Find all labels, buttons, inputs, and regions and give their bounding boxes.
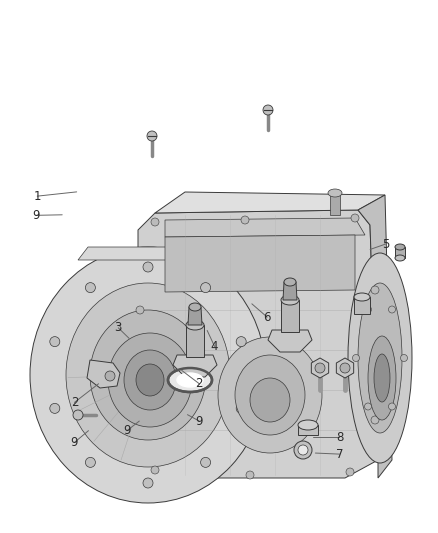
Circle shape: [151, 218, 159, 226]
Ellipse shape: [250, 378, 290, 422]
Ellipse shape: [358, 283, 402, 433]
Ellipse shape: [218, 337, 322, 453]
Circle shape: [147, 131, 157, 141]
Circle shape: [143, 262, 153, 272]
Ellipse shape: [328, 189, 342, 197]
Polygon shape: [330, 195, 340, 215]
Ellipse shape: [108, 333, 192, 427]
Circle shape: [246, 471, 254, 479]
Text: 6: 6: [263, 311, 271, 324]
Ellipse shape: [395, 255, 405, 261]
Polygon shape: [138, 210, 378, 478]
Ellipse shape: [124, 350, 176, 410]
Ellipse shape: [395, 244, 405, 250]
Circle shape: [364, 403, 371, 410]
Circle shape: [201, 457, 211, 467]
Polygon shape: [87, 360, 120, 388]
Polygon shape: [268, 330, 312, 352]
Circle shape: [400, 354, 407, 361]
Text: 1: 1: [33, 190, 41, 203]
Circle shape: [351, 214, 359, 222]
Ellipse shape: [189, 303, 201, 311]
Ellipse shape: [235, 355, 305, 435]
Ellipse shape: [354, 293, 370, 301]
Text: 2: 2: [195, 377, 203, 390]
Text: 7: 7: [336, 448, 343, 461]
Ellipse shape: [368, 336, 396, 420]
Polygon shape: [78, 247, 218, 260]
Circle shape: [340, 363, 350, 373]
Circle shape: [241, 216, 249, 224]
Circle shape: [73, 410, 83, 420]
Circle shape: [105, 371, 115, 381]
Polygon shape: [395, 247, 405, 258]
Polygon shape: [281, 300, 299, 332]
Polygon shape: [354, 297, 370, 314]
Circle shape: [371, 286, 379, 294]
Polygon shape: [155, 192, 385, 213]
Circle shape: [136, 306, 144, 314]
Polygon shape: [283, 282, 297, 300]
Circle shape: [85, 457, 95, 467]
Circle shape: [50, 403, 60, 414]
Text: 9: 9: [32, 209, 40, 222]
Text: 5: 5: [382, 238, 389, 251]
Ellipse shape: [66, 283, 230, 467]
Ellipse shape: [284, 278, 296, 286]
Ellipse shape: [30, 247, 266, 503]
Text: 3: 3: [115, 321, 122, 334]
Circle shape: [371, 416, 379, 424]
Circle shape: [346, 468, 354, 476]
Circle shape: [315, 363, 325, 373]
Polygon shape: [165, 218, 365, 237]
Ellipse shape: [136, 364, 164, 396]
Ellipse shape: [281, 295, 299, 305]
Circle shape: [389, 306, 396, 313]
Ellipse shape: [177, 373, 203, 387]
Ellipse shape: [374, 354, 390, 402]
Polygon shape: [336, 358, 353, 378]
Polygon shape: [173, 355, 217, 377]
Ellipse shape: [348, 253, 412, 463]
Circle shape: [353, 354, 360, 361]
Circle shape: [236, 403, 246, 414]
Circle shape: [236, 337, 246, 346]
Text: 8: 8: [336, 431, 343, 443]
Polygon shape: [186, 325, 204, 357]
Ellipse shape: [168, 368, 212, 392]
Circle shape: [136, 376, 144, 384]
Ellipse shape: [298, 420, 318, 430]
Text: 9: 9: [123, 424, 131, 437]
Circle shape: [294, 441, 312, 459]
Circle shape: [389, 403, 396, 410]
Text: 9: 9: [71, 436, 78, 449]
Polygon shape: [165, 235, 355, 292]
Circle shape: [151, 466, 159, 474]
Circle shape: [85, 282, 95, 293]
Polygon shape: [311, 358, 328, 378]
Ellipse shape: [186, 320, 204, 330]
Text: 9: 9: [195, 415, 203, 427]
Circle shape: [143, 478, 153, 488]
Ellipse shape: [90, 310, 206, 440]
Polygon shape: [358, 195, 392, 478]
Text: 4: 4: [211, 340, 219, 353]
Circle shape: [364, 306, 371, 313]
Circle shape: [263, 105, 273, 115]
Text: 2: 2: [71, 396, 78, 409]
Circle shape: [50, 337, 60, 346]
Circle shape: [298, 445, 308, 455]
Polygon shape: [188, 307, 202, 325]
Circle shape: [201, 282, 211, 293]
Polygon shape: [298, 425, 318, 435]
